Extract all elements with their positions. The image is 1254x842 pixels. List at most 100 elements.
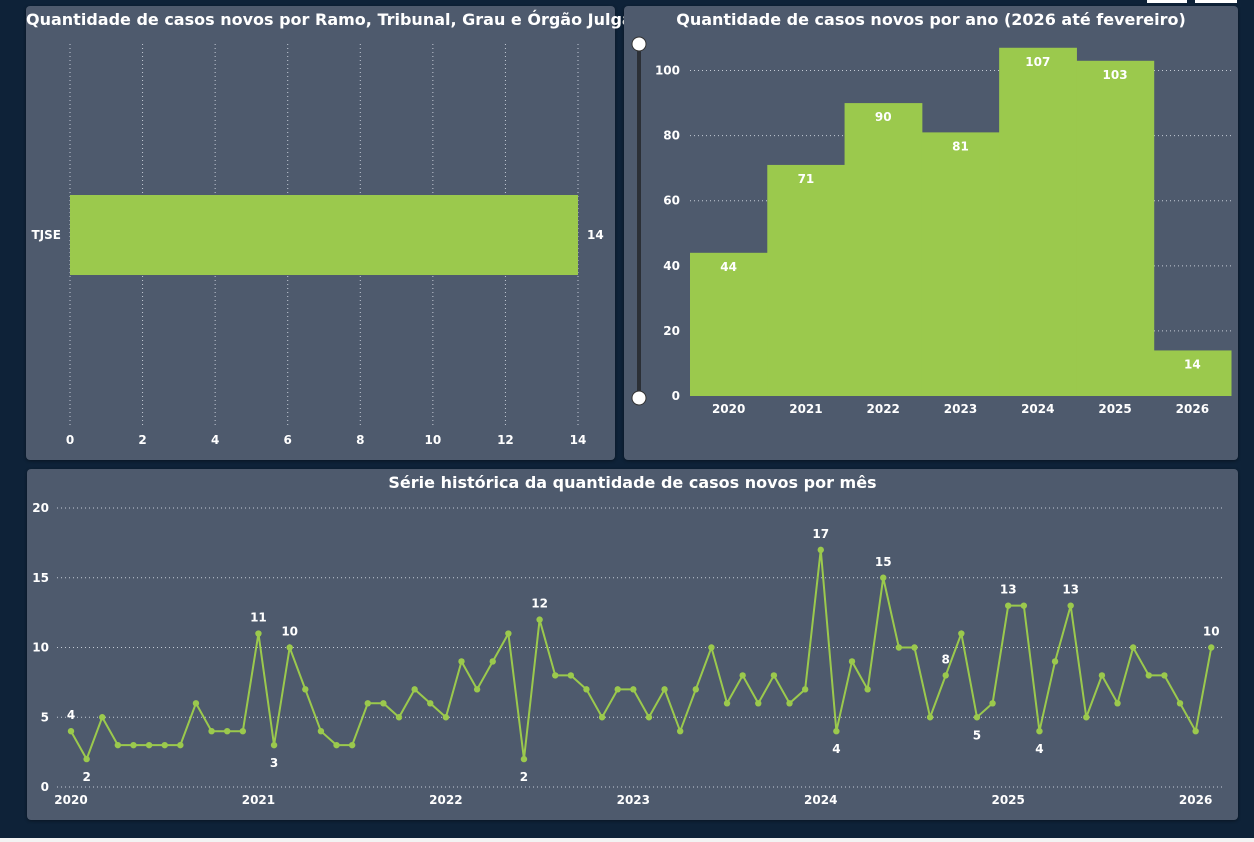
point-33 [583,686,590,693]
point-11 [239,728,247,735]
bar-2021 [767,164,846,396]
point-28 [505,630,512,637]
point-6 [161,741,168,749]
point-44 [755,700,762,707]
point-40 [692,686,699,693]
data-label-64: 13 [1062,583,1079,597]
point-61 [1020,602,1028,609]
point-29 [520,755,528,763]
point-46 [786,700,793,707]
point-31 [552,672,559,679]
point-4 [130,741,137,749]
x-tick-2024: 2024 [804,793,837,807]
point-39 [676,728,684,735]
point-60 [1005,602,1012,609]
point-23 [427,700,434,707]
y-tick-0: 0 [41,780,49,794]
x-tick-4: 4 [211,433,219,447]
y-tick-20: 20 [663,324,680,338]
top-button-right[interactable] [1195,0,1237,3]
y-tick-5: 5 [41,710,49,724]
panel-title-year: Quantidade de casos novos por ano (2026 … [676,10,1186,29]
data-label-62: 4 [1035,742,1043,756]
point-66 [1098,672,1106,679]
point-54 [911,644,918,651]
x-tick-8: 8 [356,433,364,447]
data-label-73: 10 [1203,625,1220,639]
data-label-52: 15 [875,555,892,569]
point-21 [395,714,403,721]
range-slider-handle-bottom [631,390,647,406]
x-tick-2020: 2020 [54,793,87,807]
x-tick-0: 0 [66,433,74,447]
point-19 [364,700,371,707]
data-label-2021: 71 [798,172,815,186]
data-label-0: 4 [67,708,75,722]
data-label-58: 5 [973,728,981,742]
point-64 [1067,602,1074,609]
point-67 [1114,700,1121,707]
point-65 [1083,714,1090,721]
point-63 [1051,658,1059,665]
data-label-TJSE: 14 [587,228,604,242]
x-tick-14: 14 [570,433,587,447]
point-56 [942,672,949,679]
x-tick-2025: 2025 [991,793,1024,807]
point-18 [348,741,356,749]
panel-title-series: Série histórica da quantidade de casos n… [388,473,877,492]
point-3 [114,741,122,749]
panel-title-tribunal: Quantidade de casos novos por Ramo, Trib… [26,10,664,29]
point-59 [989,700,996,707]
bar-2022 [844,103,923,396]
data-label-2020: 44 [720,260,737,274]
point-27 [489,658,496,665]
data-label-14: 10 [281,625,298,639]
bar-TJSE [70,195,578,275]
x-tick-2022: 2022 [429,793,462,807]
y-tick-40: 40 [663,259,680,273]
panel-bar-tribunal: Quantidade de casos novos por Ramo, Trib… [26,6,664,460]
point-51 [864,686,871,693]
bar-2024 [999,47,1077,396]
point-8 [192,700,200,707]
x-tick-2023: 2023 [944,402,977,416]
x-tick-2: 2 [138,433,146,447]
point-25 [458,658,465,665]
x-tick-10: 10 [425,433,442,447]
point-15 [302,686,309,693]
point-57 [958,630,965,637]
y-tick-0: 0 [672,389,680,403]
top-button-left[interactable] [1147,0,1187,3]
point-37 [645,714,653,721]
range-slider-handle-top [631,36,647,52]
point-72 [1192,728,1199,735]
data-label-1: 2 [82,770,90,784]
point-42 [723,700,731,707]
point-69 [1145,672,1152,679]
data-label-2024: 107 [1025,55,1050,69]
x-tick-6: 6 [284,433,292,447]
point-13 [270,741,278,749]
bar-2025 [1076,60,1155,396]
point-26 [473,686,481,693]
x-tick-2021: 2021 [789,402,822,416]
panel-line-series: Série histórica da quantidade de casos n… [27,469,1238,820]
point-47 [801,686,809,693]
y-tick-10: 10 [32,641,49,655]
series-line [70,549,1213,762]
point-0 [67,728,75,735]
data-label-49: 4 [832,742,840,756]
point-49 [833,728,840,735]
y-tick-15: 15 [32,571,49,585]
data-label-48: 17 [812,527,829,541]
point-50 [848,658,856,665]
data-label-29: 2 [520,770,528,784]
x-tick-2020: 2020 [712,402,745,416]
data-label-60: 13 [1000,583,1017,597]
point-70 [1161,672,1168,679]
point-58 [973,714,981,721]
point-48 [817,546,824,554]
point-55 [926,714,934,721]
point-10 [224,728,231,735]
